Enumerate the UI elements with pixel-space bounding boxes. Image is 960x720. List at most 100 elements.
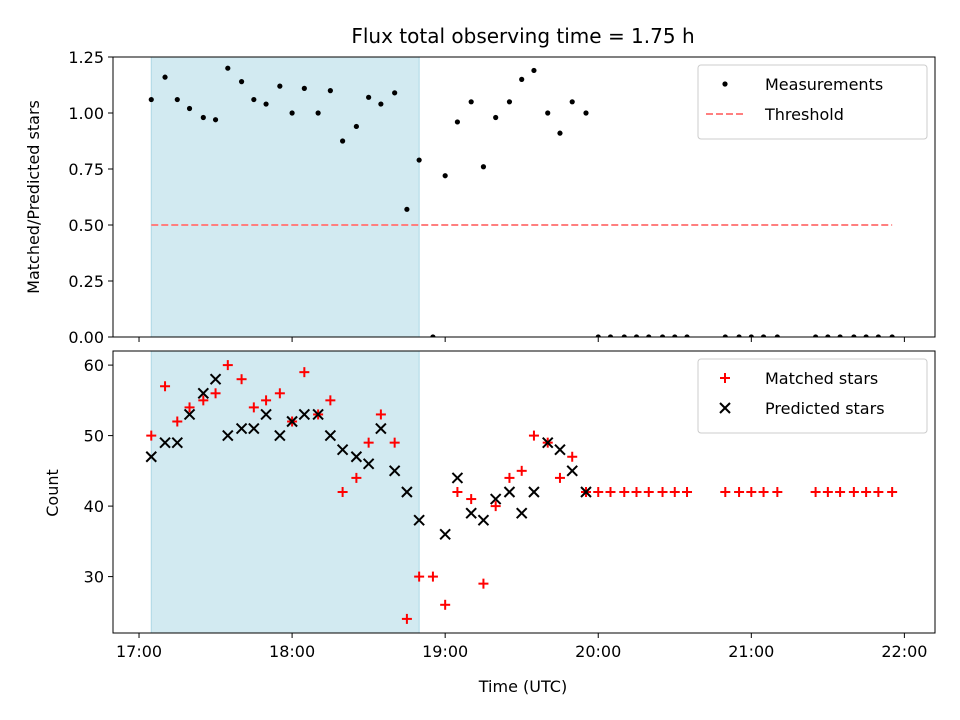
predicted-star-stroke-b <box>362 458 375 470</box>
matched-star-marker <box>861 487 872 497</box>
predicted-star-marker <box>274 429 286 442</box>
predicted-star-marker <box>298 408 311 421</box>
measurement-point <box>277 83 283 89</box>
predicted-star-marker <box>528 486 540 498</box>
legend: Matched stars Predicted stars <box>697 358 928 434</box>
predicted-star-stroke-b <box>503 486 516 498</box>
predicted-star-stroke-b <box>350 451 363 463</box>
axes-frame <box>112 350 936 634</box>
predicted-star-marker <box>336 443 349 456</box>
predicted-star-stroke-b <box>171 436 183 449</box>
predicted-star-marker <box>375 422 387 435</box>
measurement-point <box>531 67 537 74</box>
matched-star-marker <box>351 472 362 483</box>
x-tick-label: 18:00 <box>269 642 315 661</box>
predicted-star-marker <box>401 486 413 498</box>
measurement-point <box>442 173 448 179</box>
predicted-star-marker <box>183 408 196 421</box>
observing-window-shade <box>150 350 420 634</box>
matched-star-marker <box>452 487 463 497</box>
predicted-star-stroke-b <box>554 443 566 456</box>
measurement-point <box>212 117 219 123</box>
measurement-point <box>225 65 231 71</box>
measurement-point <box>889 334 895 337</box>
predicted-star-stroke-b <box>515 507 528 519</box>
measurement-point <box>760 334 767 337</box>
matched-star-marker <box>222 360 233 371</box>
predicted-star-marker <box>515 507 528 519</box>
measurement-point <box>340 138 346 144</box>
predicted-star-stroke-b <box>324 429 337 442</box>
top-y-axis-label: Matched/Predicted stars <box>24 100 43 294</box>
legend: Measurements Threshold <box>697 64 928 140</box>
predicted-star-stroke-b <box>566 465 578 477</box>
measurement-point <box>392 90 398 96</box>
predicted-star-stroke-b <box>375 422 387 435</box>
predicted-star-marker <box>439 528 451 541</box>
predicted-star-stroke-b <box>183 408 196 421</box>
matched-star-marker <box>631 487 642 497</box>
predicted-star-marker <box>580 486 592 498</box>
matched-star-marker <box>682 487 693 497</box>
x-tick-label: 22:00 <box>881 642 927 661</box>
matched-star-marker <box>516 465 527 476</box>
measurement-point <box>200 114 206 121</box>
predicted-star-marker <box>159 436 171 449</box>
legend-box <box>697 358 928 434</box>
predicted-star-marker <box>362 458 375 470</box>
matched-star-marker <box>337 487 348 497</box>
measurement-point <box>174 96 180 103</box>
measurement-point <box>851 334 857 337</box>
measurement-point <box>684 334 690 337</box>
predicted-star-marker <box>413 514 425 526</box>
x-tick-label: 19:00 <box>422 642 468 661</box>
measurement-point <box>519 76 525 82</box>
x-tick-label: 21:00 <box>728 642 774 661</box>
predicted-star-stroke-b <box>159 436 171 449</box>
predicted-star-stroke-b <box>145 451 157 463</box>
predicted-star-stroke-b <box>580 486 592 498</box>
matched-star-marker <box>427 571 438 582</box>
matched-star-marker <box>478 578 489 589</box>
measurement-point <box>506 99 513 105</box>
legend-label: Matched stars <box>765 369 878 388</box>
predicted-star-marker <box>503 486 516 498</box>
y-tick-label: 1.25 <box>68 48 104 67</box>
matched-star-marker <box>466 494 477 505</box>
legend-measurement-key <box>722 81 728 87</box>
predicted-star-marker <box>222 429 234 442</box>
measurement-point <box>672 334 678 337</box>
legend-box <box>697 64 928 140</box>
data-layer <box>145 360 898 624</box>
legend-label: Threshold <box>764 105 844 124</box>
predicted-star-stroke-b <box>248 422 260 435</box>
measurement-point <box>416 157 422 163</box>
data-layer <box>148 65 895 337</box>
y-tick-label: 0.50 <box>68 216 104 235</box>
measurement-point <box>366 94 372 100</box>
predicted-star-marker <box>312 408 324 421</box>
matched-star-marker <box>554 472 565 483</box>
predicted-star-marker <box>350 451 363 463</box>
measurement-point <box>162 74 168 80</box>
predicted-star-marker <box>145 451 157 463</box>
measurement-point <box>875 334 881 337</box>
matched-star-marker <box>605 487 616 497</box>
predicted-star-marker <box>477 514 490 526</box>
measurement-point <box>659 334 666 337</box>
predicted-star-stroke-b <box>222 429 234 442</box>
y-tick-label: 30 <box>84 568 104 587</box>
y-tick-label: 50 <box>84 427 104 446</box>
predicted-star-marker <box>197 387 210 400</box>
measurement-point <box>569 99 575 105</box>
measurement-point <box>148 96 154 103</box>
predicted-star-stroke-b <box>312 408 324 421</box>
predicted-star-stroke-b <box>388 465 401 477</box>
predicted-star-stroke-b <box>260 408 272 421</box>
matched-star-marker <box>375 409 386 420</box>
y-tick-label: 0.75 <box>68 160 104 179</box>
predicted-star-marker <box>542 436 554 449</box>
measurement-point <box>468 99 474 105</box>
predicted-star-stroke-b <box>528 486 540 498</box>
